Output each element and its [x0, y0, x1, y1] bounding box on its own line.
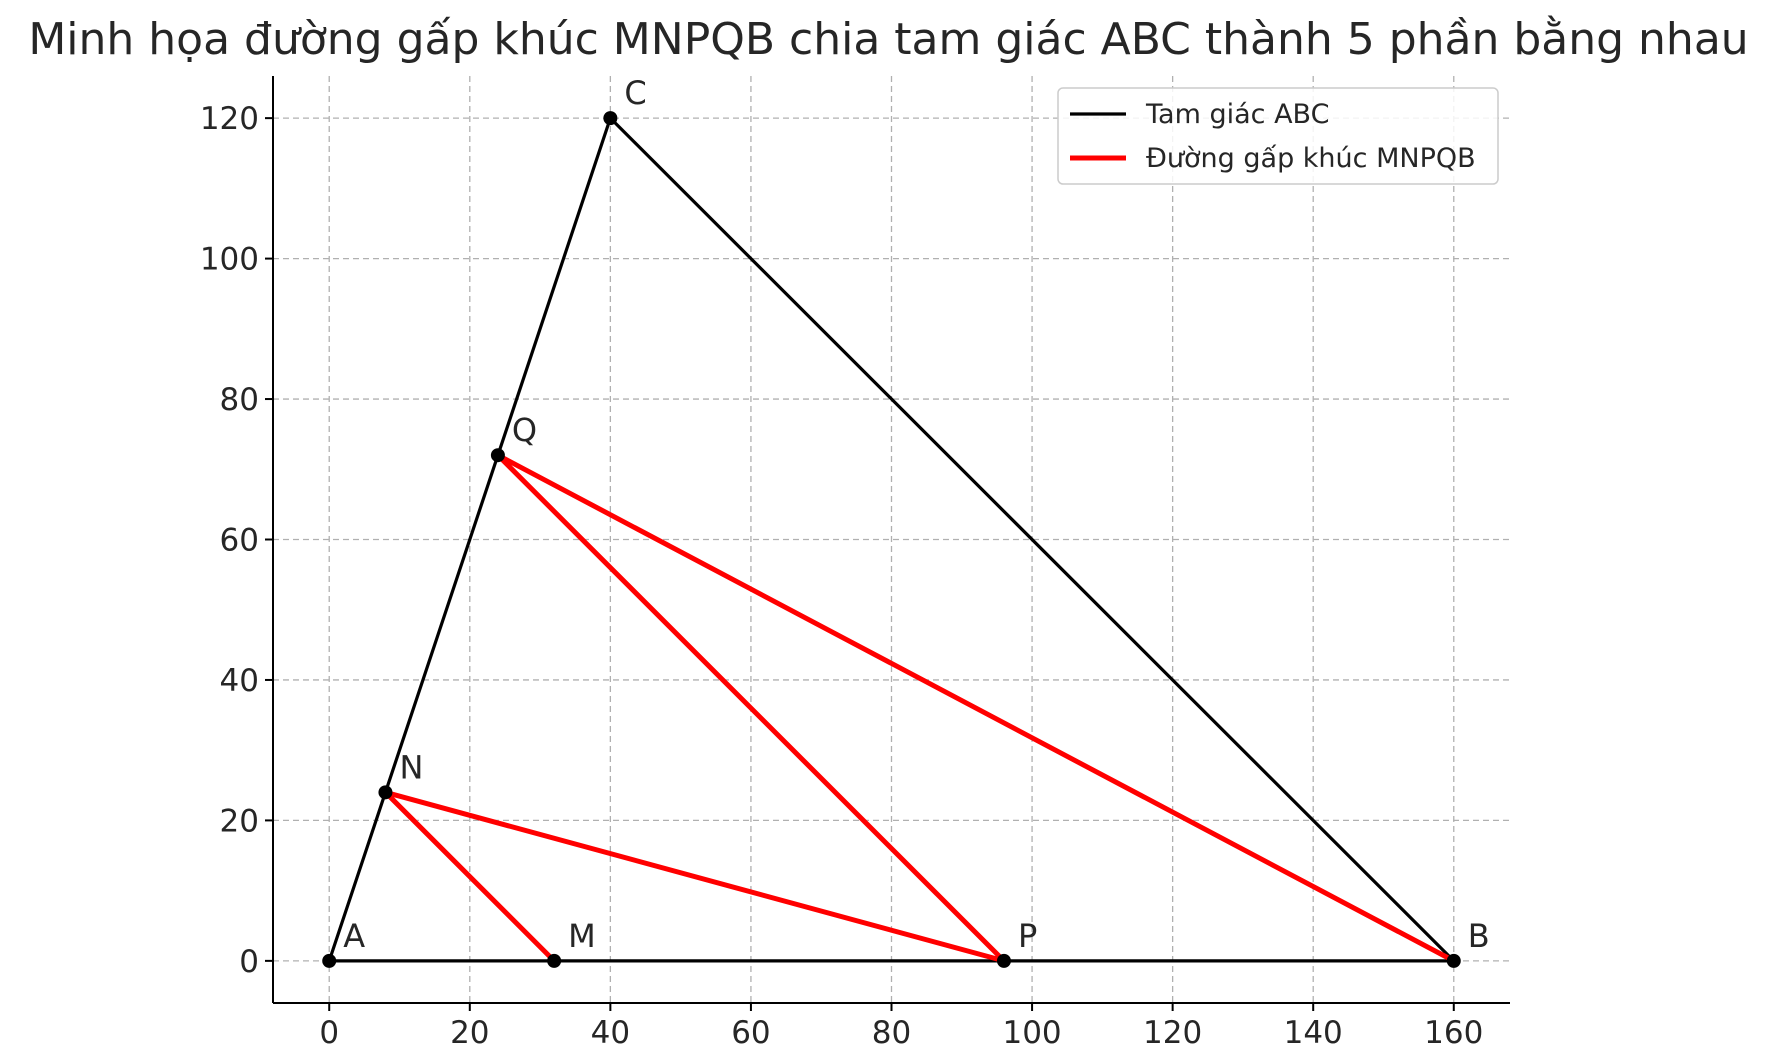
series-polyline-mnpqb [382, 452, 1457, 964]
grid [273, 76, 1510, 1003]
x-tick-label: 140 [1284, 1015, 1343, 1051]
legend: Tam giác ABC Đường gấp khúc MNPQB [1057, 87, 1499, 185]
point-label-m: M [568, 917, 596, 955]
x-tick-label: 160 [1424, 1015, 1483, 1051]
point-q [490, 448, 505, 463]
point-label-a: A [343, 917, 365, 955]
x-tick-label: 40 [591, 1015, 630, 1051]
point-n [378, 785, 393, 800]
x-tick-label: 0 [319, 1015, 339, 1051]
series-triangle-abc [327, 116, 1456, 963]
point-label-q: Q [512, 411, 537, 449]
point-label-c: C [624, 74, 646, 112]
x-tick-label: 100 [1002, 1015, 1061, 1051]
point-p [996, 953, 1011, 968]
point-m [547, 953, 562, 968]
y-tick-label: 100 [200, 242, 259, 278]
legend-label: Tam giác ABC [1145, 99, 1329, 130]
point-b [1446, 953, 1461, 968]
y-tick-label: 0 [239, 944, 259, 980]
y-tick-label: 80 [220, 382, 259, 418]
axes: 0 20 40 60 80 100 120 140 160 0 20 40 60 80 100 120 [200, 76, 1510, 1051]
point-c [603, 111, 618, 126]
chart-title: Minh họa đường gấp khúc MNPQB chia tam g… [28, 14, 1749, 65]
y-tick-label: 40 [220, 663, 259, 699]
point-label-p: P [1018, 917, 1037, 955]
x-tick-label: 20 [450, 1015, 489, 1051]
y-tick-label: 60 [220, 523, 259, 559]
y-tick-label: 120 [200, 101, 259, 137]
point-a [322, 953, 337, 968]
point-label-n: N [399, 748, 423, 786]
legend-box [1057, 87, 1499, 185]
y-tick-label: 20 [220, 803, 259, 839]
legend-label: Đường gấp khúc MNPQB [1146, 143, 1476, 174]
x-tick-label: 80 [872, 1015, 911, 1051]
x-tick-label: 120 [1143, 1015, 1202, 1051]
x-tick-label: 60 [731, 1015, 770, 1051]
data-points: A B C M N P Q [322, 74, 1490, 968]
point-label-b: B [1468, 917, 1490, 955]
